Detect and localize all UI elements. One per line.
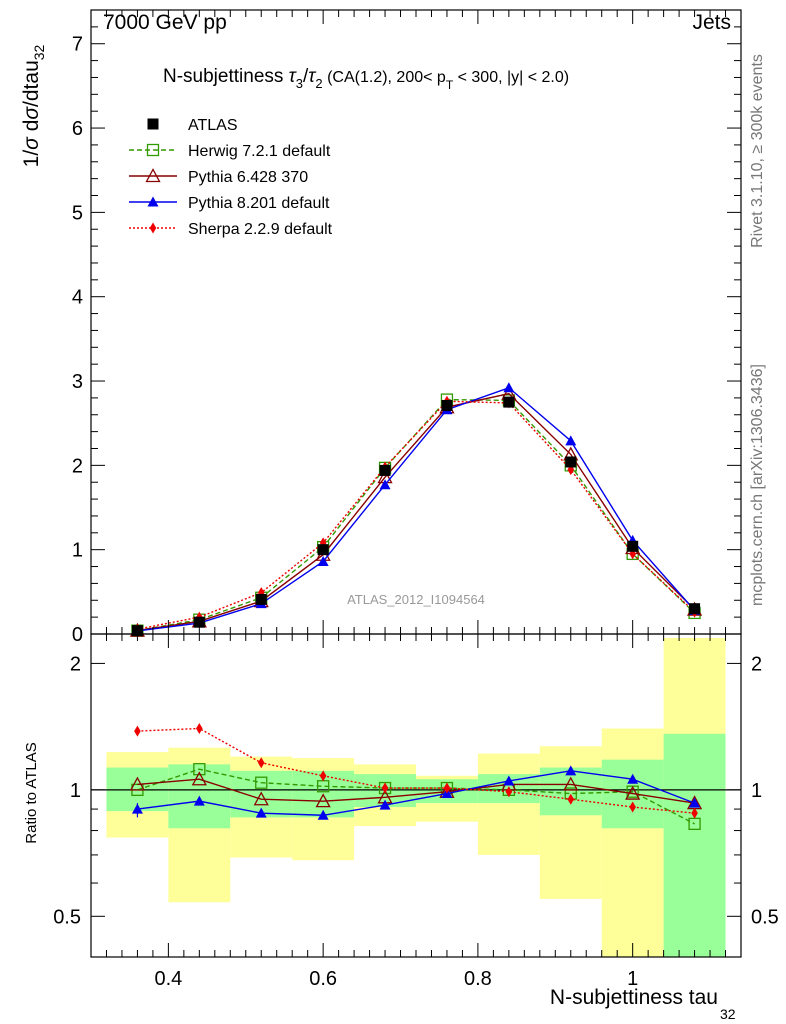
main-y-tick-label: 0: [72, 624, 83, 646]
x-axis-label: N-subjettiness tau: [550, 986, 718, 1009]
ratio-point: [193, 763, 206, 776]
ratio-band-outer: [477, 753, 540, 855]
data-point: [193, 616, 205, 628]
title-part-tau3: τ: [289, 66, 298, 87]
ratio-point: [317, 809, 329, 820]
legend-marker: [149, 222, 157, 234]
legend-label: Herwig 7.2.1 default: [188, 143, 331, 160]
rivet-label: Rivet 3.1.10, ≥ 300k events: [749, 54, 766, 248]
main-y-axis-label: 1/σ dσ/dtau32: [20, 44, 47, 167]
main-y-tick-label: 2: [72, 455, 83, 477]
ratio-point: [505, 786, 513, 798]
legend-label: Pythia 6.428 370: [188, 169, 308, 186]
series-line-2: [137, 392, 696, 632]
plot-title: N-subjettiness τ3/τ2 (CA(1.2), 200< pT <…: [163, 66, 569, 92]
main-frame: [90, 9, 742, 635]
ratio-y-tick-label: 0.5: [53, 906, 81, 928]
data-point: [503, 396, 515, 408]
data-point: [503, 382, 515, 393]
ratio-point: [381, 782, 389, 794]
mcplots-label: mcplots.cern.ch [arXiv:1306.3436]: [749, 364, 766, 606]
ratio-y-tick-label-right: 0.5: [751, 906, 779, 928]
ratio-point: [255, 776, 268, 789]
data-point: [317, 555, 329, 566]
ratio-y-tick-label-right: 2: [751, 653, 762, 675]
series-line-4: [137, 400, 696, 630]
ratio-point: [629, 801, 636, 813]
data-point: [565, 435, 577, 446]
ratio-line-0: [137, 768, 695, 825]
main-panel: 0 1 2 3 4 5 6 7: [72, 9, 742, 646]
ratio-point: [134, 725, 141, 737]
data-point: [689, 603, 701, 615]
ratio-point: [379, 799, 391, 810]
ratio-point: [255, 807, 267, 818]
legend-marker: [147, 196, 159, 207]
analysis-label: ATLAS_2012_I1094564: [347, 592, 485, 607]
ratio-point: [689, 797, 701, 808]
main-y-tick-label: 5: [72, 202, 83, 224]
x-tick-label: 0.8: [464, 968, 492, 990]
data-point: [565, 456, 577, 468]
main-y-tick-label: 1: [72, 540, 83, 562]
series-line-3: [137, 386, 696, 632]
data-point: [441, 399, 453, 411]
ratio-line-2: [137, 770, 695, 816]
main-y-tick-label: 6: [72, 118, 83, 140]
ratio-point: [315, 793, 331, 808]
ratio-point: [567, 793, 575, 805]
ratio-point: [565, 765, 577, 776]
ratio-y-axis-label: Ratio to ATLAS: [23, 742, 40, 843]
ratio-point: [129, 776, 146, 791]
legend-label: ATLAS: [188, 117, 238, 134]
category-label: Jets: [692, 11, 731, 34]
ratio-point: [253, 791, 269, 806]
ratio-y-tick-label: 2: [70, 653, 81, 675]
main-y-tick-label: 7: [72, 34, 83, 56]
ratio-line-3: [137, 727, 695, 814]
ratio-line-1: [137, 778, 695, 804]
legend-label: Pythia 8.201 default: [188, 195, 330, 212]
ratio-band-inner: [663, 733, 726, 957]
ratio-point: [193, 795, 205, 806]
energy-label: 7000 GeV pp: [103, 11, 227, 34]
ratio-point: [257, 757, 265, 769]
ratio-point: [319, 770, 327, 782]
main-y-tick-label: 3: [72, 371, 83, 393]
ratio-point: [627, 773, 639, 784]
x-axis-label-subscript: 32: [720, 1006, 736, 1022]
legend-label: Sherpa 2.2.9 default: [188, 221, 333, 238]
main-y-tick-label: 4: [72, 287, 83, 309]
data-point: [379, 464, 391, 476]
legend: ATLAS Herwig 7.2.1 default Pythia 6.428 37…: [129, 117, 333, 238]
ratio-point: [503, 775, 515, 786]
ratio-point: [563, 776, 579, 791]
x-tick-label: 0.6: [309, 968, 337, 990]
x-tick-label: 0.4: [154, 968, 182, 990]
legend-marker: [147, 118, 159, 130]
data-point: [627, 540, 639, 552]
data-point: [255, 593, 267, 605]
title-part-name: N-subjettiness: [163, 66, 283, 87]
legend-marker: [145, 168, 161, 183]
legend-marker: [146, 143, 160, 157]
data-point: [317, 544, 329, 556]
ratio-y-tick-label-right: 1: [751, 780, 762, 802]
ratio-point: [196, 722, 203, 734]
data-point: [379, 479, 391, 490]
ratio-point: [691, 807, 698, 819]
ratio-y-tick-label: 1: [70, 780, 81, 802]
ratio-point: [625, 785, 641, 800]
ratio-point: [191, 771, 207, 786]
ratio-point: [443, 782, 451, 794]
ratio-band-inner: [539, 767, 602, 816]
x-tick-label: 1: [627, 968, 638, 990]
ratio-panel: 0.4 0.6 0.8 1 0.5 0.5 1 1 2 2: [53, 633, 779, 990]
